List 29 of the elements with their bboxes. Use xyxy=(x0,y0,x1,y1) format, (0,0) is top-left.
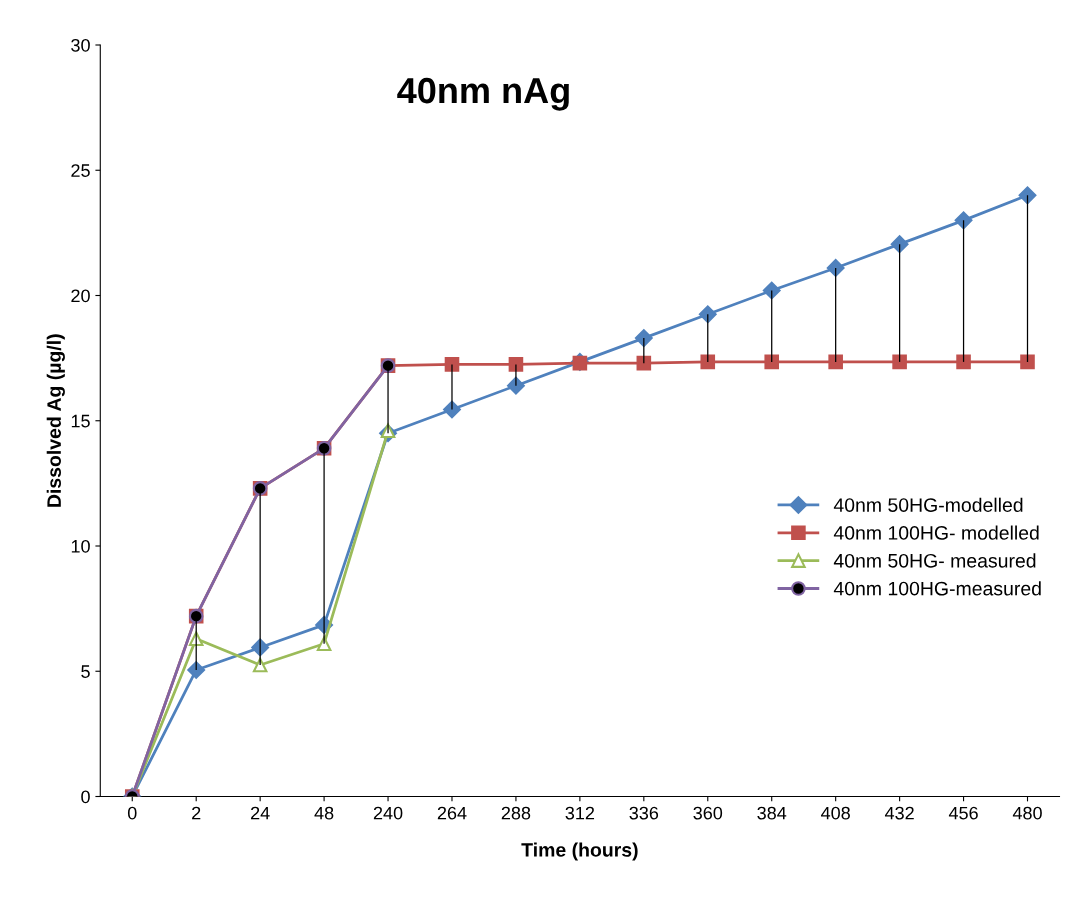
y-tick-label: 10 xyxy=(71,539,90,553)
x-tick-label: 240 xyxy=(373,806,403,820)
legend-label: 40nm 100HG-measured xyxy=(833,581,1041,596)
x-tick-label: 312 xyxy=(565,806,595,820)
y-tick-label: 20 xyxy=(71,289,90,303)
text: 40nm nAg xyxy=(397,77,569,111)
x-tick-label: 48 xyxy=(314,806,334,820)
legend-label: 40nm 50HG-modelled xyxy=(833,497,1023,512)
x-tick-label: 456 xyxy=(948,806,978,820)
legend-label: 40nm 100HG- modelled xyxy=(833,525,1039,540)
y-tick-label: 15 xyxy=(71,414,90,428)
legend-label: 40nm 50HG- measured xyxy=(833,553,1036,568)
x-tick-label: 408 xyxy=(821,806,850,820)
x-tick-label: 288 xyxy=(501,806,531,820)
x-tick-label: 2 xyxy=(192,806,201,820)
x-tick-label: 264 xyxy=(437,806,467,820)
y-tick-label: 25 xyxy=(71,164,90,177)
x-tick-label: 360 xyxy=(693,806,723,820)
y-tick-label: 5 xyxy=(81,665,90,678)
x-tick-label: 0 xyxy=(127,806,137,820)
y-tick-label: 0 xyxy=(81,790,90,804)
x-tick-label: 24 xyxy=(251,806,270,820)
x-tick-label: 336 xyxy=(629,806,659,820)
y-tick-label: 30 xyxy=(71,38,90,52)
x-tick-label: 480 xyxy=(1012,806,1042,820)
x-tick-label: 432 xyxy=(884,806,914,820)
x-axis-title: Time (hours) xyxy=(521,842,638,861)
y-axis-title: Dissolved Ag (µg/l) xyxy=(46,334,65,507)
x-tick-label: 384 xyxy=(757,806,787,820)
